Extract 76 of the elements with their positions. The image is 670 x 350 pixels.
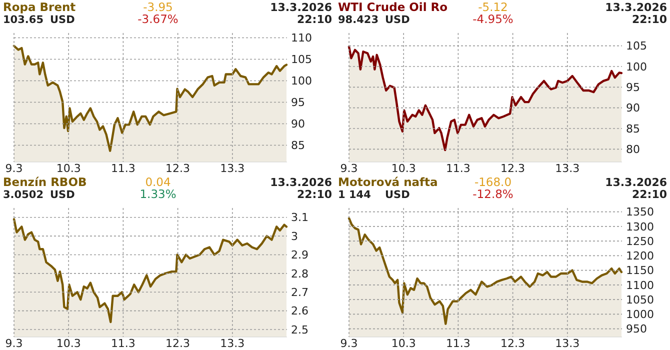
x-tick-label: 9.3 — [5, 162, 23, 175]
text: 1.33% — [140, 187, 176, 201]
x-tick-label: 11.3 — [446, 162, 470, 175]
y-tick-label: 85 — [626, 122, 640, 136]
y-tick-label: 2.8 — [291, 267, 308, 280]
text: 13.3.2026 — [605, 176, 668, 189]
text: -12.8% — [472, 187, 514, 201]
y-tick-label: 85 — [291, 139, 305, 152]
x-tick-label: 11.3 — [110, 337, 136, 350]
text: 98.423 — [338, 14, 379, 26]
x-tick-label: 12.3 — [166, 337, 190, 350]
chart-title: Motorová nafta — [338, 175, 438, 189]
text: 103.65 — [3, 14, 44, 26]
y-tick-label: 2.5 — [291, 323, 308, 336]
y-tick-label: 950 — [626, 322, 647, 336]
y-tick-label: 3.1 — [291, 211, 308, 224]
y-tick-label: 1200 — [626, 250, 654, 263]
text: 22:10 — [632, 188, 668, 201]
y-tick-label: 95 — [626, 81, 640, 94]
text: 1 144 — [338, 189, 371, 201]
y-tick-label: 95 — [291, 96, 305, 110]
x-tick-label: 9.3 — [340, 162, 358, 175]
text: -168.0 — [474, 175, 512, 189]
chart-title: Ropa Brent — [3, 0, 76, 14]
y-tick-label: 105 — [626, 40, 647, 53]
y-tick-label: 1050 — [626, 293, 654, 306]
text: 3.0502 — [3, 189, 44, 201]
x-tick-label: 10.3 — [391, 162, 416, 175]
y-tick-label: 1350 — [626, 206, 654, 219]
y-tick-label: 90 — [626, 102, 640, 115]
text: -3.95 — [143, 0, 173, 14]
text: 22:10 — [296, 188, 332, 201]
text: 13.3.2026 — [605, 1, 668, 14]
text: 13.3.2026 — [270, 176, 332, 189]
text: USD — [385, 14, 410, 26]
text: USD — [50, 189, 76, 201]
y-tick-label: 3 — [291, 230, 298, 243]
y-tick-label: 100 — [291, 74, 312, 88]
x-tick-label: 12.3 — [166, 162, 190, 175]
text: 22:10 — [296, 13, 332, 26]
text: USD — [385, 189, 410, 201]
y-tick-label: 1100 — [626, 278, 654, 292]
text: 0.04 — [145, 175, 171, 189]
y-tick-label: 110 — [291, 32, 312, 45]
x-tick-label: 13.3 — [220, 162, 245, 175]
y-tick-label: 2.9 — [291, 248, 308, 262]
text: 13.3.2026 — [270, 1, 332, 14]
x-tick-label: 12.3 — [500, 162, 526, 175]
chart-title: Benzín RBOB — [3, 175, 87, 189]
y-tick-label: 1250 — [626, 234, 654, 248]
x-tick-label: 13.3 — [555, 337, 580, 350]
text: 22:10 — [632, 13, 668, 26]
y-tick-label: 1300 — [626, 220, 654, 234]
x-tick-label: 11.3 — [446, 337, 470, 350]
x-tick-label: 12.3 — [500, 337, 526, 350]
text: -5.12 — [478, 0, 508, 14]
x-tick-label: 11.3 — [110, 162, 136, 175]
y-tick-label: 2.6 — [291, 304, 308, 318]
x-tick-label: 9.3 — [5, 337, 23, 350]
x-tick-label: 10.3 — [56, 337, 81, 350]
y-tick-label: 100 — [626, 60, 647, 74]
x-tick-label: 9.3 — [340, 337, 358, 350]
y-tick-label: 1150 — [626, 264, 654, 278]
y-tick-label: 90 — [291, 118, 305, 131]
x-tick-label: 13.3 — [220, 337, 245, 350]
x-tick-label: 10.3 — [391, 337, 416, 350]
text: USD — [50, 14, 76, 26]
chart-title: WTI Crude Oil Ro — [338, 0, 448, 14]
y-tick-label: 105 — [291, 53, 312, 66]
y-tick-label: 80 — [626, 143, 640, 156]
text: -4.95% — [472, 12, 514, 26]
text: -3.67% — [138, 12, 178, 26]
y-tick-label: 2.7 — [291, 286, 308, 299]
x-tick-label: 10.3 — [56, 162, 81, 175]
y-tick-label: 1000 — [626, 308, 654, 322]
x-tick-label: 13.3 — [555, 162, 580, 175]
